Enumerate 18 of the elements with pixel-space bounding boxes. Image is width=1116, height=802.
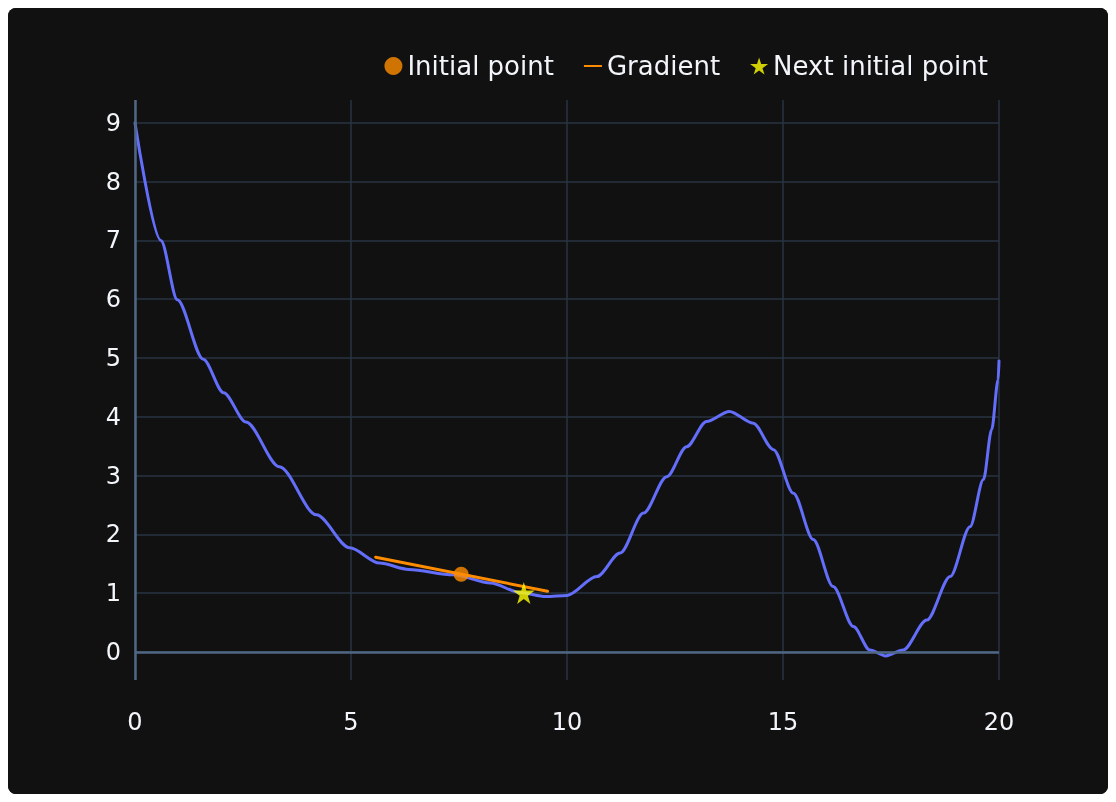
y-tick-label: 4 bbox=[105, 402, 121, 431]
x-tick-label: 0 bbox=[127, 708, 143, 736]
y-tick-label: 1 bbox=[105, 579, 121, 608]
y-tick-label: 3 bbox=[105, 461, 121, 490]
y-tick-label: 8 bbox=[105, 167, 121, 196]
x-tick-label: 15 bbox=[767, 708, 799, 736]
y-tick-label: 5 bbox=[105, 343, 121, 372]
x-tick-label: 5 bbox=[343, 708, 359, 736]
y-tick-label: 7 bbox=[105, 226, 121, 255]
x-tick-label: 20 bbox=[983, 708, 1015, 736]
y-tick-label: 6 bbox=[105, 285, 121, 314]
y-tick-label: 2 bbox=[105, 520, 121, 549]
legend-label: Initial point bbox=[407, 51, 554, 81]
y-tick-label: 9 bbox=[105, 108, 121, 137]
legend-label: Next initial point bbox=[773, 51, 988, 81]
legend-label: Gradient bbox=[606, 51, 721, 81]
y-tick-label: 0 bbox=[105, 637, 121, 666]
x-tick-label: 10 bbox=[551, 708, 583, 736]
